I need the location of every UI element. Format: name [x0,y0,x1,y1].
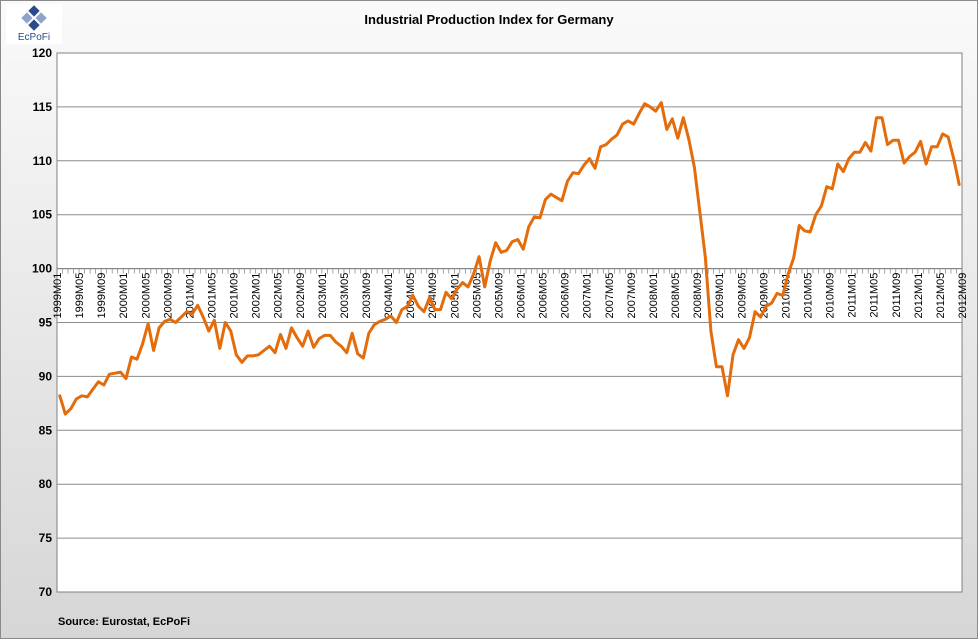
x-tick-label: 2006M01 [516,273,528,319]
x-tick-label: 2007M05 [604,273,616,319]
x-tick-label: 2003M09 [361,273,373,319]
x-tick-label: 1999M09 [96,273,108,319]
x-tick-label: 2004M09 [427,273,439,319]
x-tick-label: 2010M01 [780,273,792,319]
ecpofi-logo: EcPoFi [6,4,62,44]
x-tick-label: 2001M05 [207,273,219,319]
x-tick-label: 2004M05 [405,273,417,319]
x-tick-label: 2012M09 [957,273,969,319]
x-tick-label: 2001M09 [229,273,241,319]
y-tick-label: 120 [32,46,52,60]
x-tick-label: 2011M09 [891,273,903,318]
logo-diamond-icon [21,5,47,31]
y-tick-label: 95 [39,316,53,330]
y-tick-label: 105 [32,208,52,222]
x-tick-label: 2007M09 [626,273,638,319]
x-tick-label: 2009M01 [714,273,726,319]
x-tick-label: 2000M05 [140,273,152,319]
y-tick-label: 80 [39,477,53,491]
y-tick-label: 100 [32,262,52,276]
x-tick-label: 2003M01 [317,273,329,319]
y-tick-label: 90 [39,369,53,383]
x-tick-label: 2011M01 [847,273,859,318]
x-tick-label: 2000M09 [162,273,174,319]
x-tick-label: 2010M09 [825,273,837,319]
x-tick-label: 2005M05 [471,273,483,319]
x-tick-label: 2005M01 [449,273,461,319]
y-axis: 70 75 80 85 90 95 100 105 110 115 120 [32,46,52,599]
x-tick-label: 2008M01 [648,273,660,319]
x-tick-label: 2002M01 [251,273,263,319]
x-axis: 1999M01 1999M05 1999M09 2000M01 2000M05 2000M… [52,268,969,319]
x-tick-label: 1999M05 [74,273,86,319]
series-line [58,101,961,416]
x-tick-label: 1999M01 [52,273,64,319]
x-tick-label: 2012M05 [935,273,947,319]
x-tick-label: 2010M05 [802,273,814,319]
x-tick-label: 2007M01 [582,273,594,319]
chart-title: Industrial Production Index for Germany [364,12,614,27]
logo-text: EcPoFi [17,32,51,43]
x-tick-label: 2006M05 [538,273,550,319]
x-tick-label: 2001M01 [184,273,196,319]
x-tick-label: 2000M01 [118,273,130,319]
x-tick-label: 2004M01 [383,273,395,319]
x-tick-label: 2002M05 [273,273,285,319]
source-note: Source: Eurostat, EcPoFi [58,616,191,628]
y-tick-label: 70 [39,585,53,599]
y-tick-label: 85 [39,423,53,437]
x-tick-label: 2008M09 [692,273,704,319]
y-tick-label: 75 [39,531,53,545]
x-tick-label: 2008M05 [670,273,682,319]
x-tick-label: 2005M09 [493,273,505,319]
x-tick-label: 2011M05 [869,273,881,318]
y-tick-label: 115 [33,100,53,114]
y-tick-label: 110 [33,154,53,168]
x-tick-label: 2006M09 [560,273,572,319]
x-tick-label: 2003M05 [339,273,351,319]
x-tick-label: 2012M01 [913,273,925,319]
x-tick-label: 2009M05 [736,273,748,319]
x-tick-label: 2002M09 [295,273,307,319]
